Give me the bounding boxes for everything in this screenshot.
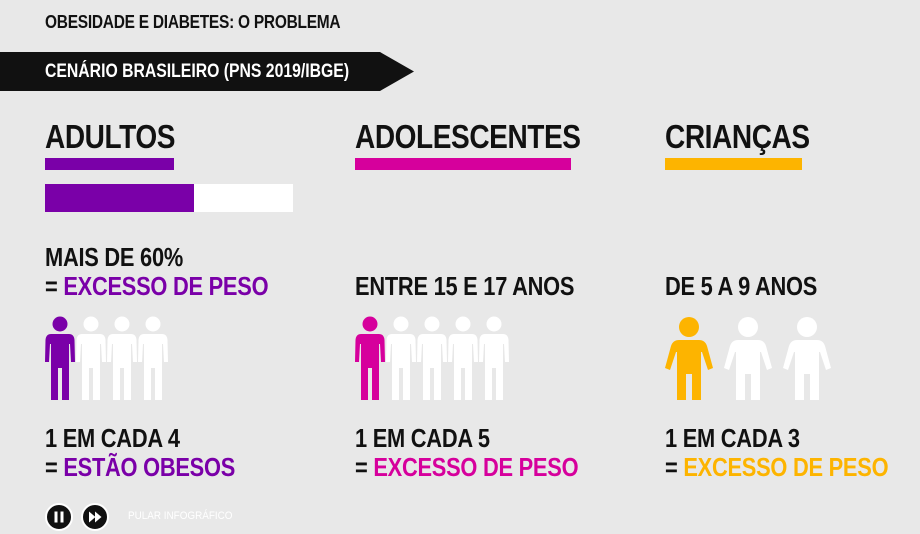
- person-icon: [386, 316, 416, 400]
- title-underline: [45, 158, 174, 170]
- stat-ratio: 1 EM CADA 3: [665, 423, 800, 453]
- stat-ratio-highlight: EXCESSO DE PESO: [373, 452, 579, 482]
- person-icon: [138, 316, 168, 400]
- pause-icon: [54, 511, 64, 523]
- person-icon-highlighted: [45, 316, 75, 400]
- stat-primary: DE 5 A 9 ANOS: [665, 271, 818, 301]
- column-criancas: CRIANÇAS DE 5 A 9 ANOS 1 EM CADA 3 = EXC…: [665, 118, 920, 498]
- equals-sign: =: [665, 452, 684, 482]
- person-icon: [448, 316, 478, 400]
- stat-ratio-line: = EXCESSO DE PESO: [665, 452, 889, 483]
- figure-group-criancas: [665, 316, 831, 406]
- stat-highlight-line: = EXCESSO DE PESO: [45, 271, 269, 302]
- stat-highlight: EXCESSO DE PESO: [63, 271, 269, 301]
- person-icon: [479, 316, 509, 400]
- progress-bar-fill: [45, 184, 194, 212]
- equals-sign: =: [355, 452, 374, 482]
- stat-ratio: 1 EM CADA 5: [355, 423, 490, 453]
- title-underline: [355, 158, 571, 170]
- pause-button[interactable]: [45, 503, 73, 531]
- section-banner: CENÁRIO BRASILEIRO (PNS 2019/IBGE): [0, 52, 414, 91]
- next-button[interactable]: [81, 503, 109, 531]
- figure-group-adolescentes: [355, 316, 509, 406]
- column-title-adultos: ADULTOS: [45, 118, 176, 155]
- next-icon: [89, 511, 102, 523]
- column-adolescentes: ADOLESCENTES ENTRE 15 E 17 ANOS 1 EM CAD…: [355, 118, 655, 498]
- stat-ratio: 1 EM CADA 4: [45, 423, 180, 453]
- column-title-adolescentes: ADOLESCENTES: [355, 118, 581, 155]
- page-title: OBESIDADE E DIABETES: O PROBLEMA: [45, 12, 341, 32]
- banner-label: CENÁRIO BRASILEIRO (PNS 2019/IBGE): [45, 61, 350, 82]
- column-title-criancas: CRIANÇAS: [665, 118, 810, 155]
- stat-primary: MAIS DE 60%: [45, 242, 184, 272]
- person-icon: [107, 316, 137, 400]
- stat-primary: ENTRE 15 E 17 ANOS: [355, 271, 575, 301]
- child-icon: [724, 317, 772, 400]
- equals-sign: =: [45, 452, 64, 482]
- column-adultos: ADULTOS MAIS DE 60% = EXCESSO DE PESO 1 …: [45, 118, 345, 498]
- person-icon: [76, 316, 106, 400]
- stat-ratio-highlight: EXCESSO DE PESO: [683, 452, 889, 482]
- stat-ratio-highlight: ESTÃO OBESOS: [63, 452, 236, 482]
- figure-group-adultos: [45, 316, 168, 406]
- progress-bar: [45, 184, 293, 212]
- child-icon-highlighted: [665, 317, 713, 400]
- person-icon-highlighted: [355, 316, 385, 400]
- skip-infographic-link[interactable]: PULAR INFOGRÁFICO: [128, 510, 233, 522]
- stat-ratio-line: = ESTÃO OBESOS: [45, 452, 235, 483]
- title-underline: [665, 158, 802, 170]
- stat-ratio-line: = EXCESSO DE PESO: [355, 452, 579, 483]
- person-icon: [417, 316, 447, 400]
- child-icon: [783, 317, 831, 400]
- equals-sign: =: [45, 271, 64, 301]
